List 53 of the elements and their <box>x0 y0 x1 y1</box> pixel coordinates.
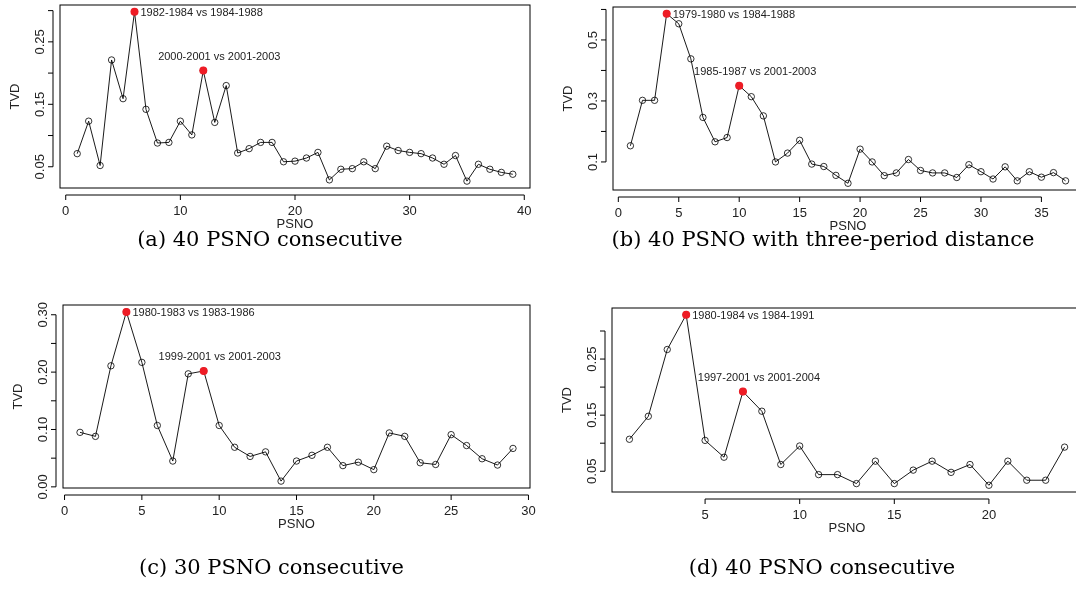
x-tick-label: 0 <box>60 503 69 518</box>
x-tick-label: 30 <box>521 503 536 518</box>
y-tick-label: 0.30 <box>35 302 50 328</box>
x-tick-label: 10 <box>211 503 227 518</box>
annotation: 1999-2001 vs 2001-2003 <box>158 349 281 362</box>
y-axis-title: TVD <box>559 387 574 413</box>
y-tick-label: 0.00 <box>35 474 50 500</box>
x-tick-label: 0 <box>62 203 70 218</box>
y-tick-label: 0.5 <box>585 30 600 49</box>
y-tick-label: 0.1 <box>585 152 600 171</box>
text: (c) 30 PSNO consecutive <box>139 555 404 579</box>
y-axis-title: TVD <box>7 83 22 110</box>
x-tick-label: 5 <box>675 205 683 220</box>
x-tick-label: 20 <box>852 205 868 220</box>
x-tick-label: 20 <box>287 203 303 218</box>
y-tick-label: 0.3 <box>585 91 600 110</box>
annotation: 2000-2001 vs 2001-2003 <box>158 49 281 62</box>
y-tick-label: 0.10 <box>35 416 50 443</box>
x-tick-label: 5 <box>701 507 709 522</box>
x-tick-label: 15 <box>792 205 807 220</box>
x-tick-label: 5 <box>138 503 146 518</box>
annotation: 1997-2001 vs 2001-2004 <box>697 370 821 383</box>
x-tick-label: 30 <box>402 203 417 218</box>
annotation: 1979-1980 vs 1984-1988 <box>672 7 795 20</box>
x-tick-label: 0 <box>614 205 622 220</box>
x-tick-label: 40 <box>517 203 532 218</box>
y-axis-title: TVD <box>560 85 575 112</box>
x-tick-label: 15 <box>887 507 902 522</box>
y-tick-label: 0.25 <box>32 29 47 55</box>
annotation: 1980-1984 vs 1984-1991 <box>692 308 815 321</box>
x-axis-title: PSNO <box>828 520 866 535</box>
y-tick-label: 0.05 <box>584 458 599 484</box>
annotation: 1980-1983 vs 1983-1986 <box>132 305 255 318</box>
x-tick-label: 10 <box>731 205 747 220</box>
x-tick-label: 20 <box>366 503 382 518</box>
y-tick-label: 0.20 <box>35 359 50 385</box>
annotation: 1985-1987 vs 2001-2003 <box>694 64 817 77</box>
x-tick-label: 25 <box>913 205 928 220</box>
x-tick-label: 30 <box>973 205 989 220</box>
text: (d) 40 PSNO consecutive <box>688 555 956 579</box>
x-tick-label: 15 <box>289 503 304 518</box>
y-tick-label: 0.25 <box>584 346 599 372</box>
x-tick-label: 25 <box>443 503 459 518</box>
x-tick-label: 35 <box>1034 205 1049 220</box>
x-tick-label: 10 <box>792 507 807 522</box>
y-tick-label: 0.15 <box>32 91 47 117</box>
y-axis-title: TVD <box>10 383 25 410</box>
annotation: 1982-1984 vs 1984-1988 <box>140 5 263 18</box>
y-tick-label: 0.15 <box>584 402 599 428</box>
x-tick-label: 10 <box>173 203 188 218</box>
y-tick-label: 0.05 <box>32 154 47 180</box>
x-axis-title: PSNO <box>278 516 315 531</box>
x-tick-label: 20 <box>981 507 997 522</box>
